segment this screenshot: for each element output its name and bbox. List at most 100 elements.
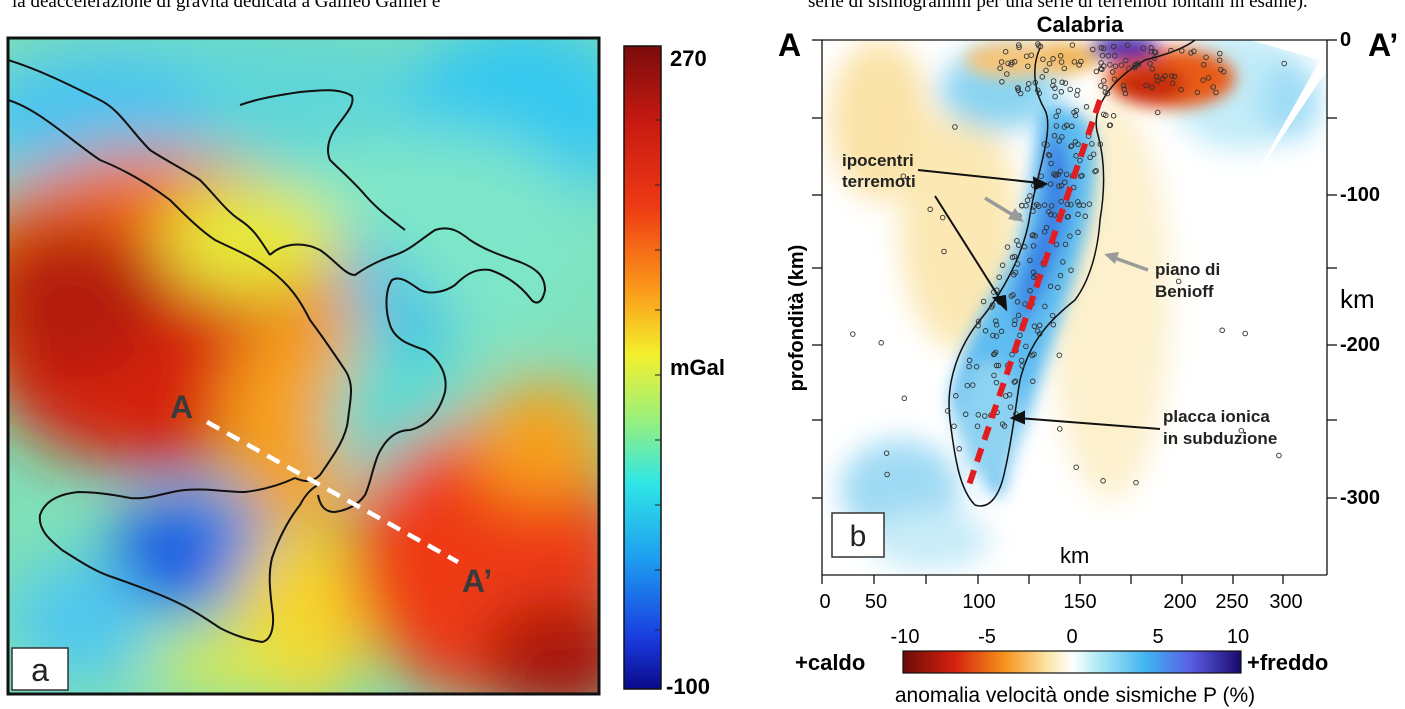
hypocenter-point [1032, 79, 1039, 86]
map-frame [6, 36, 601, 696]
hypocenter-point [1027, 257, 1033, 264]
hypocenter-point [1051, 212, 1058, 218]
hypocenter-point [1031, 351, 1037, 357]
hypocenter-point [1058, 198, 1064, 205]
hypocenter-point [1210, 84, 1216, 90]
hypocenter-point [992, 318, 999, 324]
hypocenter-point [939, 214, 946, 221]
hypocenter-point [953, 393, 959, 399]
hypocenter-point [1041, 141, 1047, 147]
hypocenter-point [1017, 332, 1023, 339]
hypocenter-point [1057, 272, 1064, 279]
caption-left: la deaccelerazione di gravità dedicata a… [12, 0, 441, 12]
hypocenter-point [1011, 272, 1017, 278]
hypocenters-annotation: ipocentri [842, 151, 914, 170]
hypocenter-point [1057, 426, 1063, 432]
hypocenter-point [1035, 41, 1041, 47]
hypocenter-point [1179, 48, 1185, 54]
hypocenter-point [1201, 62, 1207, 68]
hypocenter-point [1010, 292, 1016, 298]
x-tick: 100 [962, 591, 995, 613]
hypocenter-point [1067, 233, 1073, 239]
hypocenter-point [1072, 112, 1079, 119]
hypocenter-point [1105, 53, 1112, 59]
colorbar-min: -100 [666, 674, 710, 699]
hypocenter-point [1112, 63, 1119, 69]
hypocenter-point [1056, 183, 1062, 189]
section-start-label: A [778, 27, 801, 63]
hypocenter-point [1118, 62, 1125, 68]
hypocenter-point [1012, 317, 1018, 324]
annotation-arrows [917, 169, 1161, 430]
hypocenter-point [1075, 199, 1081, 205]
legend-gradient [902, 650, 1242, 674]
hypocenter-point [1036, 331, 1043, 337]
hypocenter-point [975, 318, 982, 325]
hypocenter-point [1012, 378, 1019, 384]
hypocenter-point [1069, 123, 1075, 130]
hypocenter-point [993, 333, 1000, 339]
hypocenter-point [999, 421, 1006, 427]
hypocenter-point [980, 298, 987, 305]
hypocenter-point [1068, 267, 1074, 273]
hypocenter-point [1099, 52, 1106, 59]
hypocenter-point [1015, 242, 1022, 248]
hypocenter-point [1075, 141, 1081, 147]
hypocenter-point [1025, 63, 1031, 69]
caption-right: serie di sismogrammi per una serie di te… [808, 0, 1308, 12]
hypocenter-point [1004, 244, 1011, 250]
hypocenter-point [1067, 86, 1073, 93]
hypocenter-point [1143, 82, 1149, 89]
hypocenter-point [927, 206, 933, 213]
hypocenter-point [1149, 66, 1156, 72]
hypocenter-point [1017, 90, 1024, 97]
hypocenter-point [996, 274, 1002, 280]
hypocenter-point [1068, 201, 1074, 208]
hypocenter-point [1077, 157, 1083, 164]
hypocenter-point [974, 423, 981, 429]
hypocenter-point [993, 322, 1000, 328]
hypocenter-point [1026, 80, 1032, 87]
hypocenter-point [1111, 53, 1118, 59]
depth-tick: -100 [1340, 184, 1380, 206]
hypocenter-point [1014, 261, 1021, 267]
hypocenter-point [1023, 343, 1029, 350]
hypocenter-point [1038, 173, 1044, 179]
x-tick: 0 [819, 591, 830, 613]
hypocenter-point [1169, 80, 1176, 86]
hypocenter-point [1171, 73, 1178, 80]
hypocenter-point [1281, 60, 1287, 67]
hypocenter-point [1213, 89, 1219, 96]
panel-b-label-box: b [831, 512, 885, 558]
hypocenter-point [1110, 69, 1116, 75]
hypocenter-point [1041, 202, 1048, 208]
hypocenter-point [1135, 61, 1141, 67]
hypocenter-point [1098, 66, 1104, 72]
hypocenter-point [1006, 391, 1013, 398]
hypocenter-point [1152, 49, 1159, 56]
colorbar-max: 270 [670, 46, 707, 71]
hypocenter-point [1040, 56, 1046, 62]
hypocenter-point [1122, 90, 1129, 97]
x-tick: 50 [865, 591, 887, 613]
hypocenter-point [1140, 45, 1147, 52]
hypocenter-point [1036, 322, 1043, 329]
hypocenter-point [1124, 42, 1131, 48]
hypocenter-point [1120, 82, 1127, 89]
right-unit-label: km [1340, 284, 1375, 314]
hypocenter-point [1051, 133, 1058, 139]
colorbar-unit: mGal [670, 355, 725, 380]
hypocenter-point [1276, 452, 1282, 459]
hypocenter-point [1035, 87, 1041, 93]
hypocenter-point [951, 423, 957, 429]
hypocenter-point [1049, 312, 1056, 319]
hypocenter-point [1093, 167, 1099, 174]
legend-ticks: -10 -5 0 5 10 [891, 626, 1250, 648]
hypocenter-point [1019, 202, 1025, 209]
hypocenter-point [1219, 327, 1225, 334]
hypocenter-point [1063, 122, 1070, 129]
hypocenter-point [1024, 86, 1031, 92]
hypocenter-point [1015, 312, 1022, 319]
hypocenter-point [1075, 211, 1081, 218]
